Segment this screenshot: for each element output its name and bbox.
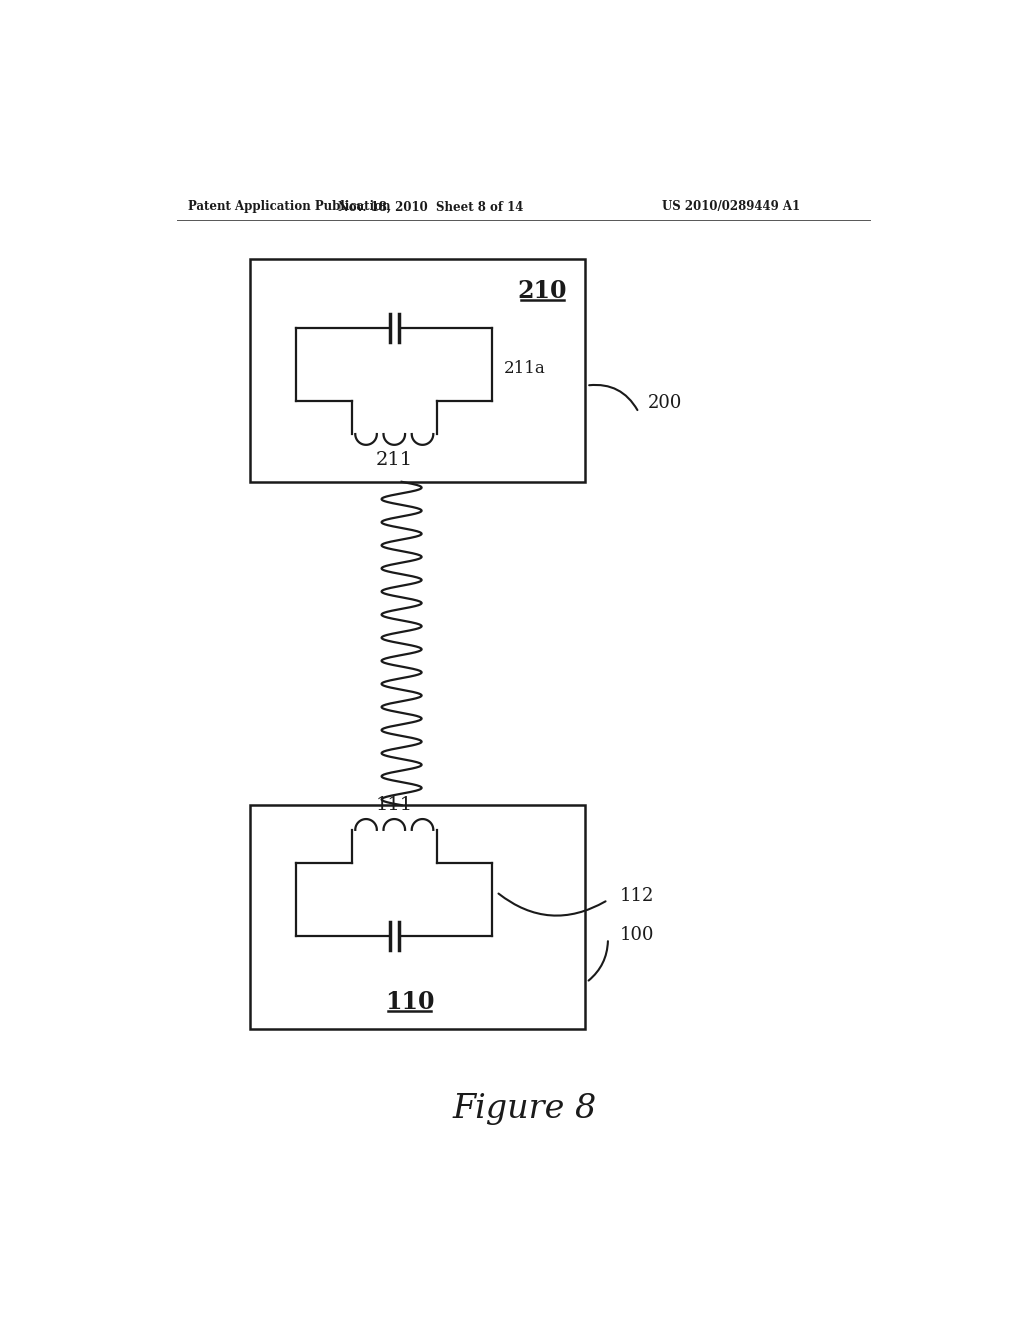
Text: Patent Application Publication: Patent Application Publication — [188, 201, 391, 214]
Text: US 2010/0289449 A1: US 2010/0289449 A1 — [662, 201, 800, 214]
Text: Nov. 18, 2010  Sheet 8 of 14: Nov. 18, 2010 Sheet 8 of 14 — [338, 201, 523, 214]
Text: 112: 112 — [620, 887, 654, 906]
Text: 100: 100 — [620, 925, 654, 944]
Text: Figure 8: Figure 8 — [453, 1093, 597, 1126]
Text: 200: 200 — [648, 395, 682, 412]
Text: 211: 211 — [376, 451, 413, 469]
Text: 210: 210 — [518, 279, 567, 302]
Bar — [250, 259, 585, 482]
Bar — [250, 805, 585, 1028]
Text: 211a: 211a — [504, 360, 546, 376]
Text: 110: 110 — [385, 990, 434, 1014]
Text: 111: 111 — [376, 796, 413, 814]
